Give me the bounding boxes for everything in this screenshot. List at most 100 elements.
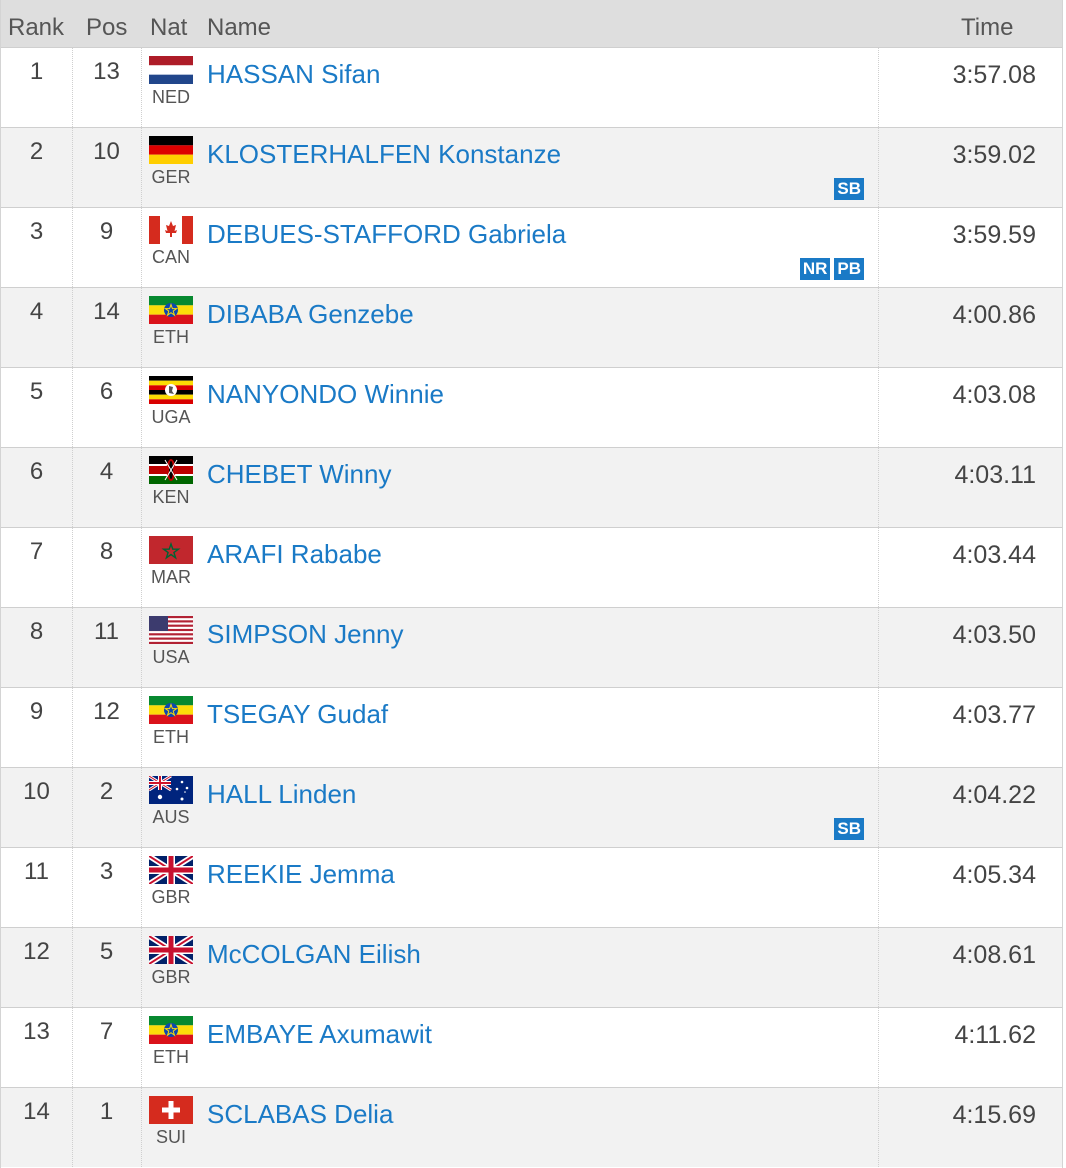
column-divider — [141, 48, 142, 127]
country-code: GBR — [151, 887, 191, 907]
column-divider — [72, 288, 73, 367]
column-divider — [141, 208, 142, 287]
table-row: 4 14 ETH DIBABA Genzebe 4:00.86 — [1, 287, 1062, 367]
table-row: 11 3 GBR REEKIE Jemma 4:05.34 — [1, 847, 1062, 927]
pos-cell: 10 — [93, 138, 120, 165]
country-code: KEN — [152, 487, 190, 507]
canada-flag-icon — [149, 216, 193, 244]
rank-cell: 2 — [29, 138, 44, 165]
athlete-name-link[interactable]: DEBUES-STAFFORD Gabriela — [207, 219, 567, 249]
column-divider — [141, 1088, 142, 1167]
rank-cell: 7 — [29, 538, 44, 565]
pos-cell: 8 — [99, 538, 114, 565]
column-divider — [878, 528, 879, 607]
uk-flag-icon — [149, 856, 193, 884]
column-divider — [141, 368, 142, 447]
column-divider — [72, 608, 73, 687]
rank-cell: 10 — [23, 778, 50, 805]
uganda-flag-icon — [149, 376, 193, 404]
athlete-name-link[interactable]: HASSAN Sifan — [207, 59, 381, 89]
column-divider — [72, 768, 73, 847]
column-divider — [878, 288, 879, 367]
germany-flag-icon — [149, 136, 193, 164]
record-badge: NR — [799, 258, 831, 280]
pos-cell: 11 — [94, 618, 119, 645]
country-code: ETH — [153, 727, 189, 747]
athlete-name-link[interactable]: SIMPSON Jenny — [207, 619, 404, 649]
column-divider — [878, 768, 879, 847]
pos-cell: 2 — [99, 778, 114, 805]
time-cell: 4:03.08 — [952, 381, 1036, 409]
badges: SB — [834, 178, 864, 200]
athlete-name-link[interactable]: ARAFI Rababe — [207, 539, 382, 569]
pos-cell: 9 — [99, 218, 114, 245]
rank-cell: 6 — [29, 458, 44, 485]
record-badge: SB — [834, 178, 864, 200]
record-badge: PB — [834, 258, 864, 280]
athlete-name-link[interactable]: McCOLGAN Eilish — [207, 939, 421, 969]
column-header-name[interactable]: Name — [207, 14, 272, 41]
column-divider — [141, 288, 142, 367]
athlete-name-link[interactable]: EMBAYE Axumawit — [207, 1019, 432, 1049]
ethiopia-flag-icon — [149, 696, 193, 724]
column-header-nat[interactable]: Nat — [150, 14, 188, 41]
time-cell: 4:11.62 — [954, 1021, 1036, 1049]
column-divider — [878, 1088, 879, 1167]
column-divider — [878, 448, 879, 527]
column-divider — [72, 848, 73, 927]
pos-cell: 14 — [93, 298, 120, 325]
rank-cell: 14 — [23, 1098, 50, 1125]
netherlands-flag-icon — [149, 56, 193, 84]
table-row: 12 5 GBR McCOLGAN Eilish 4:08.61 — [1, 927, 1062, 1007]
pos-cell: 3 — [99, 858, 114, 885]
column-header-time[interactable]: Time — [961, 14, 1014, 41]
table-row: 6 4 KEN CHEBET Winny 4:03.11 — [1, 447, 1062, 527]
rank-cell: 11 — [24, 858, 49, 885]
kenya-flag-icon — [149, 456, 193, 484]
usa-flag-icon — [149, 616, 193, 644]
athlete-name-link[interactable]: NANYONDO Winnie — [207, 379, 444, 409]
rank-cell: 5 — [29, 378, 44, 405]
country-code: AUS — [152, 807, 190, 827]
time-cell: 4:03.77 — [952, 701, 1036, 729]
athlete-name-link[interactable]: REEKIE Jemma — [207, 859, 395, 889]
table-row: 7 8 MAR ARAFI Rababe 4:03.44 — [1, 527, 1062, 607]
column-divider — [141, 688, 142, 767]
athlete-name-link[interactable]: HALL Linden — [207, 779, 357, 809]
table-body: 1 13 NED HASSAN Sifan 3:57.08 2 10 GER KLOSTERHA… — [1, 47, 1062, 1167]
column-header-pos[interactable]: Pos — [86, 14, 128, 41]
column-divider — [72, 1008, 73, 1087]
rank-cell: 4 — [29, 298, 44, 325]
rank-cell: 12 — [23, 938, 50, 965]
column-divider — [878, 1008, 879, 1087]
badges: NR PB — [799, 258, 864, 280]
column-divider — [72, 448, 73, 527]
rank-cell: 3 — [29, 218, 44, 245]
time-cell: 3:59.02 — [952, 141, 1036, 169]
athlete-name-link[interactable]: SCLABAS Delia — [207, 1099, 394, 1129]
column-divider — [72, 1088, 73, 1167]
country-code: SUI — [155, 1127, 186, 1147]
athlete-name-link[interactable]: KLOSTERHALFEN Konstanze — [207, 139, 562, 169]
pos-cell: 12 — [93, 698, 120, 725]
pos-cell: 7 — [99, 1018, 114, 1045]
time-cell: 3:57.08 — [952, 61, 1036, 89]
ethiopia-flag-icon — [149, 1016, 193, 1044]
table-header: Rank Pos Nat Name Time — [1, 0, 1062, 47]
time-cell: 4:15.69 — [952, 1101, 1036, 1129]
column-divider — [141, 528, 142, 607]
country-code: ETH — [153, 327, 189, 347]
athlete-name-link[interactable]: CHEBET Winny — [207, 459, 392, 489]
column-divider — [878, 208, 879, 287]
column-divider — [141, 768, 142, 847]
rank-cell: 8 — [29, 618, 44, 645]
column-divider — [878, 848, 879, 927]
column-divider — [72, 928, 73, 1007]
column-header-rank[interactable]: Rank — [8, 14, 65, 41]
pos-cell: 5 — [99, 938, 114, 965]
time-cell: 4:03.44 — [952, 541, 1036, 569]
column-divider — [878, 48, 879, 127]
time-cell: 4:08.61 — [952, 941, 1036, 969]
athlete-name-link[interactable]: TSEGAY Gudaf — [207, 699, 389, 729]
athlete-name-link[interactable]: DIBABA Genzebe — [207, 299, 414, 329]
